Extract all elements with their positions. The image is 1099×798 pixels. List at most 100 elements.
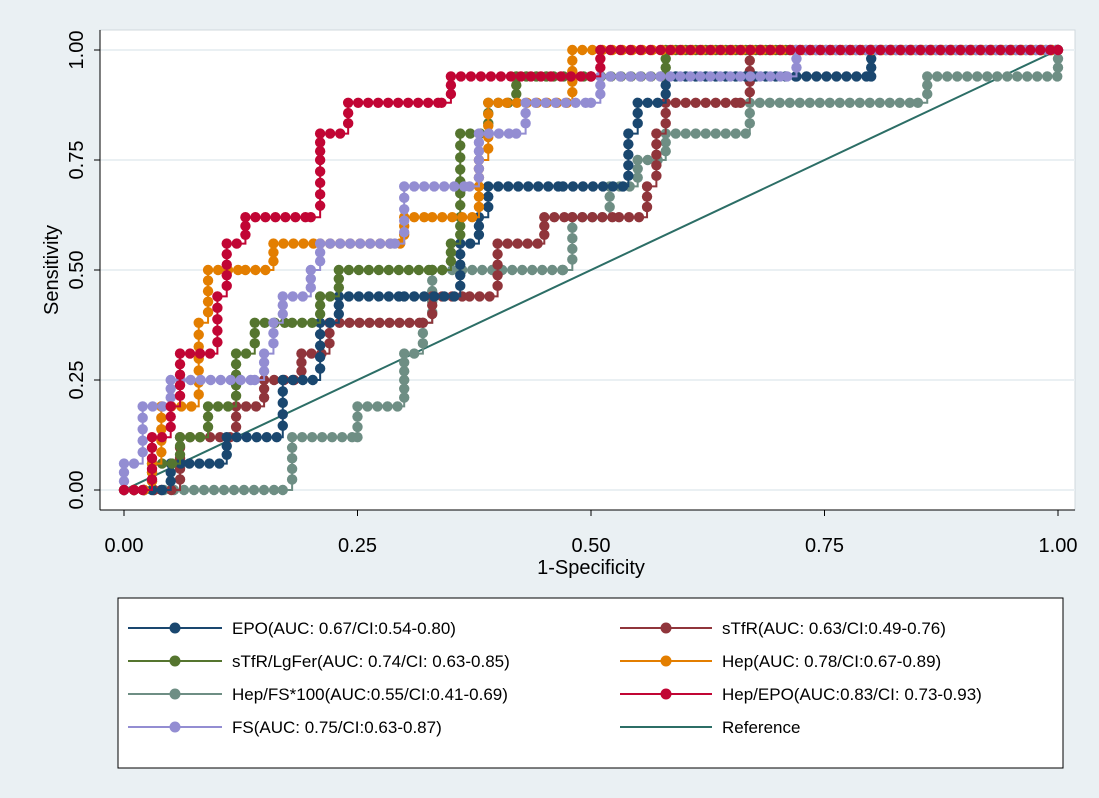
series-point [585, 71, 597, 82]
series-point [221, 259, 232, 270]
series-point [615, 44, 626, 56]
series-point [230, 390, 242, 402]
series-point [567, 243, 578, 255]
series-point [268, 327, 279, 339]
series-point [1052, 71, 1063, 82]
series-point [354, 238, 366, 249]
series-point [241, 432, 252, 443]
series-point [427, 308, 438, 320]
series-point [905, 44, 916, 56]
series-point [483, 97, 494, 109]
series-point [278, 238, 289, 249]
series-point [307, 374, 318, 386]
series-point [835, 44, 846, 56]
series-point [660, 118, 671, 129]
series-point [539, 220, 550, 232]
series-point [156, 412, 167, 424]
series-point [567, 44, 578, 56]
series-point [314, 128, 326, 139]
series-point [532, 238, 543, 249]
series-point [665, 44, 676, 56]
series-point [324, 327, 335, 339]
series-point [641, 181, 653, 192]
series-point [137, 435, 148, 446]
series-point [811, 71, 822, 82]
series-point [165, 421, 176, 433]
series-point [855, 44, 866, 56]
series-point [1015, 44, 1026, 56]
series-point [389, 238, 401, 249]
series-point [419, 291, 430, 302]
series-point [735, 97, 746, 109]
series-point [166, 458, 178, 469]
series-point [384, 317, 395, 328]
legend-swatch-marker [169, 622, 181, 634]
series-point [615, 71, 626, 82]
series-point [455, 128, 466, 139]
series-point [754, 97, 765, 109]
series-point [623, 138, 634, 150]
series-point [520, 97, 531, 109]
series-point [258, 366, 270, 377]
series-point [595, 80, 606, 91]
series-point [137, 424, 148, 435]
series-point [353, 291, 365, 302]
series-point [507, 264, 518, 276]
series-point [447, 264, 458, 276]
series-point [324, 128, 336, 139]
series-point [465, 128, 476, 139]
series-point [885, 44, 896, 56]
series-point [700, 128, 711, 139]
series-point [250, 401, 262, 412]
series-point [464, 181, 475, 192]
series-point [523, 181, 534, 192]
series-point [218, 484, 230, 496]
series-point [632, 163, 643, 174]
series-point [128, 484, 140, 496]
series-point [324, 317, 336, 328]
series-point [352, 97, 364, 109]
series-point [660, 137, 671, 148]
series-point [277, 308, 288, 320]
series-point [740, 128, 751, 139]
series-point [791, 53, 802, 64]
series-point [137, 446, 148, 458]
series-point [972, 71, 983, 82]
series-point [202, 307, 214, 318]
series-point [604, 191, 615, 202]
series-point [314, 351, 326, 363]
series-point [915, 44, 926, 56]
series-point [483, 120, 494, 131]
series-point [429, 291, 440, 302]
series-point [202, 411, 214, 422]
series-point [685, 44, 696, 56]
series-point [597, 181, 609, 192]
series-point [1052, 44, 1064, 56]
series-point [228, 484, 240, 496]
series-point [866, 71, 877, 82]
series-point [613, 212, 625, 223]
series-point [306, 432, 318, 443]
series-point [824, 97, 835, 109]
series-point [655, 44, 666, 56]
series-point [670, 128, 681, 139]
series-point [240, 348, 252, 359]
series-point [334, 238, 346, 249]
series-point [277, 386, 288, 397]
series-point [202, 296, 214, 307]
series-point [735, 71, 746, 82]
series-point [212, 336, 223, 348]
series-point [290, 212, 301, 223]
series-point [477, 264, 488, 276]
series-point [875, 44, 886, 56]
series-point [204, 458, 215, 469]
series-point [484, 291, 495, 302]
legend-swatch-marker [169, 655, 181, 667]
series-point [156, 424, 167, 435]
series-point [399, 383, 410, 394]
series-point [296, 317, 308, 328]
series-point [198, 484, 210, 496]
series-point [118, 484, 130, 496]
series-point [560, 97, 571, 109]
series-point [577, 44, 588, 56]
